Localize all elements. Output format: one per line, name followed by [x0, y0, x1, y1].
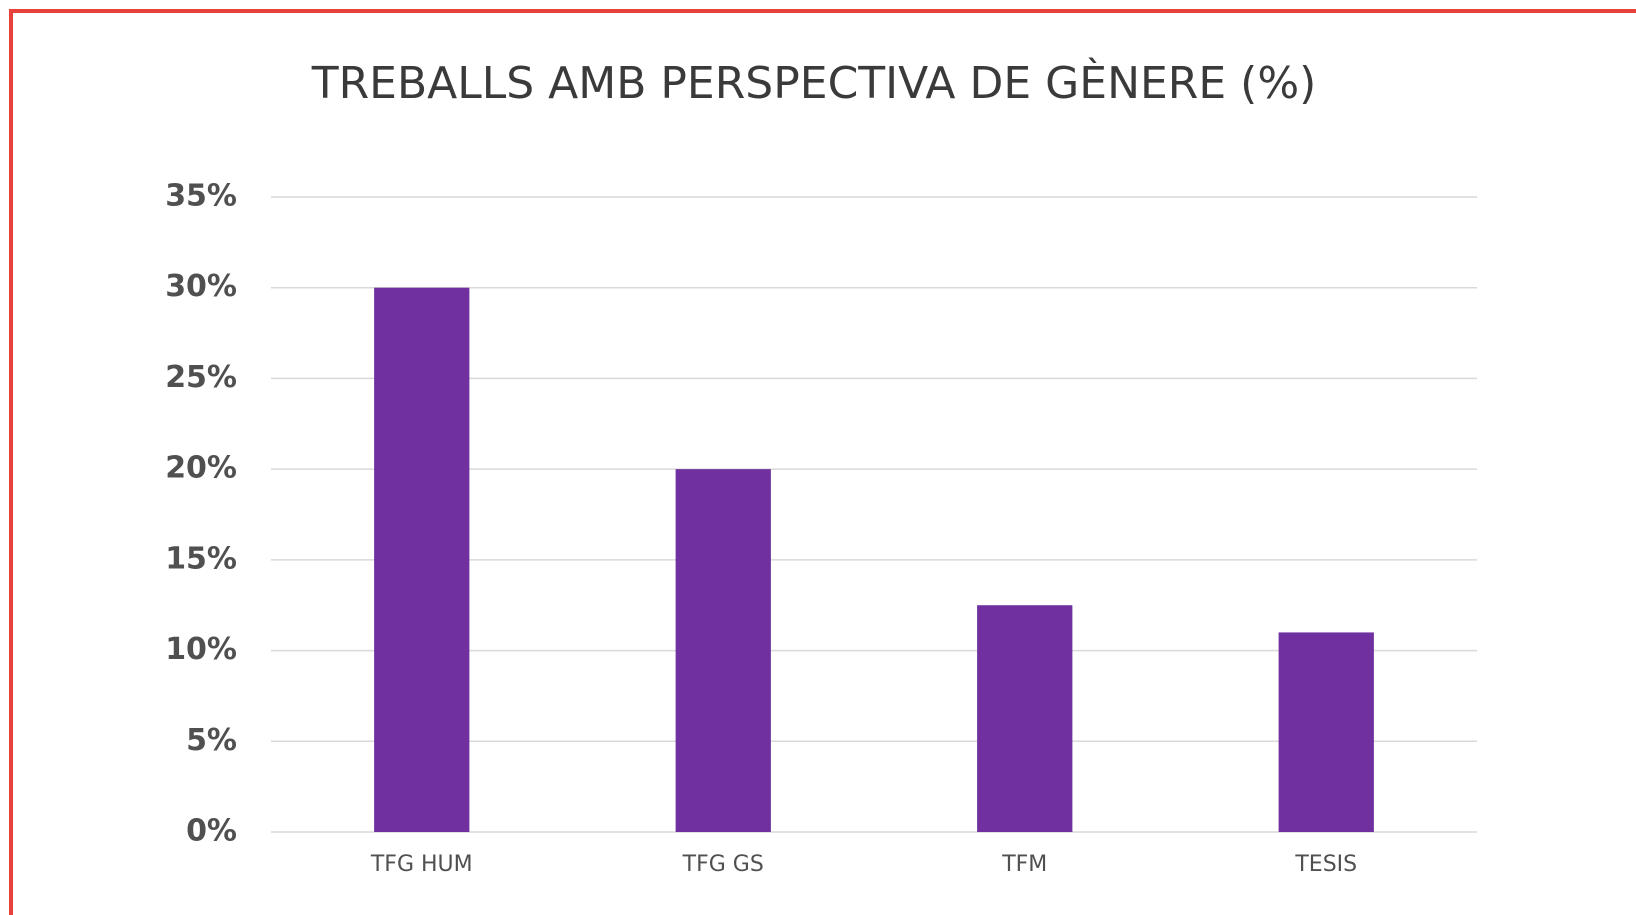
y-tick-label: 5% [186, 723, 237, 758]
y-tick-label: 10% [165, 632, 237, 667]
bar [977, 605, 1073, 832]
y-tick-label: 25% [165, 360, 237, 395]
x-tick-label: TESIS [1294, 852, 1357, 877]
x-tick-label: TFG HUM [370, 852, 473, 877]
x-tick-label: TFM [1001, 852, 1047, 877]
y-tick-label: 0% [186, 814, 237, 849]
bar [374, 287, 470, 832]
y-tick-label: 35% [165, 179, 237, 214]
y-tick-label: 15% [165, 541, 237, 576]
bar [675, 469, 771, 832]
y-tick-label: 30% [165, 269, 237, 304]
x-tick-label: TFG GS [682, 852, 764, 877]
y-tick-label: 20% [165, 451, 237, 486]
bar [1278, 632, 1374, 832]
chart-title: TREBALLS AMB PERSPECTIVA DE GÈNERE (%) [311, 56, 1317, 109]
